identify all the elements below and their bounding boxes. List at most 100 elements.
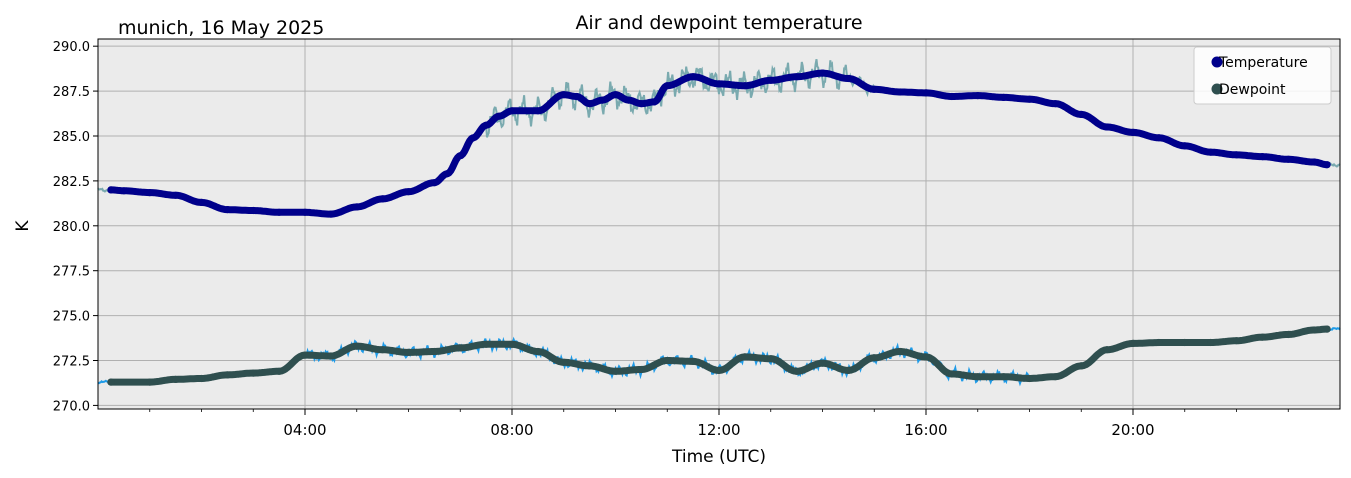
dewpoint-point	[1323, 325, 1331, 333]
temperature-point	[223, 206, 231, 214]
temperature-point	[741, 82, 749, 90]
legend-marker-dewpoint	[1211, 83, 1223, 95]
x-tick-label: 12:00	[697, 421, 740, 439]
temperature-point	[172, 191, 180, 199]
temperature-point	[495, 112, 503, 120]
dewpoint-point	[404, 348, 413, 356]
temperature-point	[1051, 100, 1059, 108]
temperature-point	[767, 76, 775, 84]
temperature-point	[844, 74, 853, 83]
series-traces	[107, 69, 1331, 386]
dewpoint-point	[1000, 373, 1008, 381]
y-tick-label: 275.0	[53, 310, 90, 325]
temperature-point	[870, 85, 878, 93]
dewpoint-point	[197, 374, 206, 383]
x-tick-label: 16:00	[904, 421, 947, 439]
y-tick-label: 287.5	[53, 85, 90, 100]
temperature-point	[456, 152, 464, 160]
chart-title: Air and dewpoint temperature	[575, 12, 862, 34]
temperature-point	[508, 107, 516, 115]
dewpoint-point	[1155, 338, 1163, 347]
dewpoint-point	[611, 367, 620, 375]
dewpoint-point	[844, 366, 853, 374]
y-tick-label: 290.0	[53, 40, 90, 55]
temperature-point	[197, 198, 206, 206]
temperature-point	[353, 203, 361, 211]
temperature-point	[624, 96, 633, 104]
y-tick-label: 280.0	[53, 220, 90, 235]
temperature-point	[1025, 95, 1034, 103]
temperature-point	[301, 208, 309, 216]
dewpoint-point	[689, 357, 697, 365]
y-tick-label: 282.5	[53, 175, 90, 190]
legend-box	[1193, 46, 1332, 105]
dewpoint-point	[379, 346, 387, 354]
dewpoint-point	[1207, 338, 1215, 347]
dewpoint-point	[146, 378, 154, 386]
dewpoint-point	[301, 351, 309, 359]
temperature-point	[818, 69, 827, 77]
temperature-point	[896, 88, 904, 96]
temperature-point	[715, 80, 723, 88]
temperature-point	[1155, 134, 1163, 142]
dewpoint-point	[767, 355, 775, 363]
dewpoint-point	[741, 353, 749, 361]
x-axis-ticks: 04:00 08:00 12:00 16:00 20:00	[149, 409, 1289, 439]
dewpoint-point	[1310, 326, 1318, 334]
legend-label-temperature: Temperature	[1218, 55, 1308, 71]
dewpoint-point	[223, 371, 231, 379]
temperature-point	[650, 98, 658, 106]
temperature-point	[1232, 151, 1241, 159]
dewpoint-point	[353, 342, 361, 350]
dewpoint-point	[482, 340, 490, 348]
temperature-point	[534, 107, 542, 115]
temperature-point	[404, 188, 413, 196]
temperature-point	[146, 189, 154, 197]
temperature-point	[974, 92, 982, 100]
temperature-point	[573, 92, 581, 101]
temperature-point	[586, 100, 594, 108]
y-axis-ticks: 270.0 272.5 275.0 277.5 280.0 282.5 285.0 287.5…	[53, 40, 98, 414]
x-tick-label: 20:00	[1111, 421, 1154, 439]
dewpoint-point	[1103, 346, 1111, 354]
temperature-point	[249, 206, 257, 215]
dewpoint-point	[456, 344, 464, 352]
chart-subtitle: munich, 16 May 2025	[118, 17, 324, 39]
dewpoint-point	[275, 367, 283, 375]
dewpoint-point	[1258, 333, 1266, 341]
temperature-point	[793, 73, 801, 81]
dewpoint-point	[793, 367, 801, 375]
legend-marker-temperature	[1211, 56, 1223, 68]
x-axis-label: Time (UTC)	[671, 447, 766, 467]
temperature-point	[922, 89, 930, 97]
dewpoint-point	[715, 366, 723, 374]
temperature-point	[560, 91, 568, 99]
dewpoint-point	[327, 352, 335, 360]
temperature-point	[599, 96, 607, 104]
legend-label-dewpoint: Dewpoint	[1219, 82, 1286, 98]
dewpoint-point	[1284, 330, 1292, 339]
dewpoint-point	[430, 347, 438, 356]
y-axis-label: K	[13, 220, 33, 232]
dewpoint-point	[896, 347, 904, 356]
x-tick-label: 08:00	[490, 421, 533, 439]
dewpoint-point	[534, 347, 542, 356]
temperature-point	[1258, 153, 1266, 161]
temperature-point	[469, 134, 477, 142]
dewpoint-point	[637, 365, 646, 374]
y-tick-label: 272.5	[53, 355, 90, 370]
y-tick-label: 277.5	[53, 265, 90, 280]
temperature-point	[611, 91, 620, 99]
temperature-point	[1181, 142, 1189, 150]
dewpoint-point	[974, 373, 982, 381]
x-tick-label: 04:00	[283, 421, 326, 439]
dewpoint-point	[1051, 373, 1059, 381]
dewpoint-point	[663, 356, 671, 365]
dewpoint-point	[172, 375, 180, 383]
dewpoint-point	[249, 369, 257, 377]
temperature-point	[482, 121, 490, 129]
legend: Temperature Dewpoint	[1193, 46, 1332, 105]
temperature-point	[1103, 123, 1111, 131]
dewpoint-point	[922, 353, 930, 361]
temperature-point	[1129, 128, 1137, 136]
